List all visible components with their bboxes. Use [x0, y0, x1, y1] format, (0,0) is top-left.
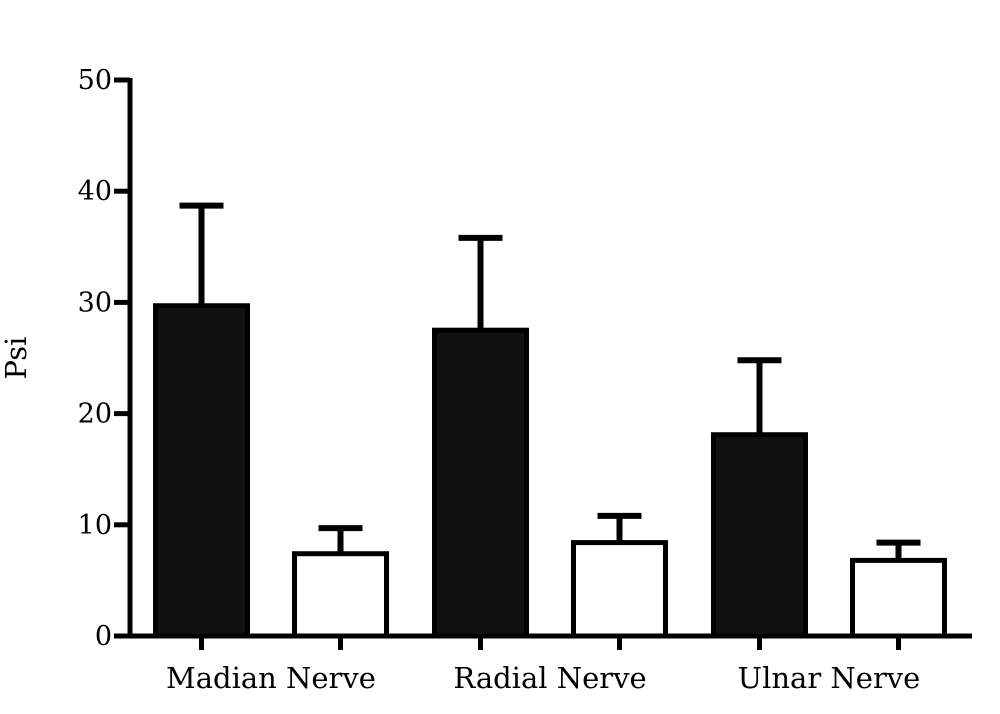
y-axis-title: Psi	[0, 337, 33, 380]
x-category-label: Radial Nerve	[453, 661, 646, 695]
y-tick-label: 0	[95, 621, 112, 652]
y-tick-label: 20	[78, 399, 112, 430]
labels: 0 10 20 30 40 50 Psi Madian Nerve Radial Nerve Ul…	[0, 65, 920, 695]
x-category-label: Madian Nerve	[166, 661, 376, 695]
y-tick-label: 40	[78, 176, 112, 207]
y-tick-label: 50	[78, 65, 112, 96]
bar	[432, 327, 529, 639]
bar	[850, 557, 947, 639]
bar	[292, 551, 389, 639]
bar	[153, 303, 250, 639]
bar	[571, 540, 668, 639]
bar	[711, 432, 808, 639]
bars	[153, 202, 947, 639]
y-tick-label: 10	[78, 510, 112, 541]
x-category-label: Ulnar Nerve	[738, 661, 921, 695]
y-tick-label: 30	[78, 287, 112, 318]
